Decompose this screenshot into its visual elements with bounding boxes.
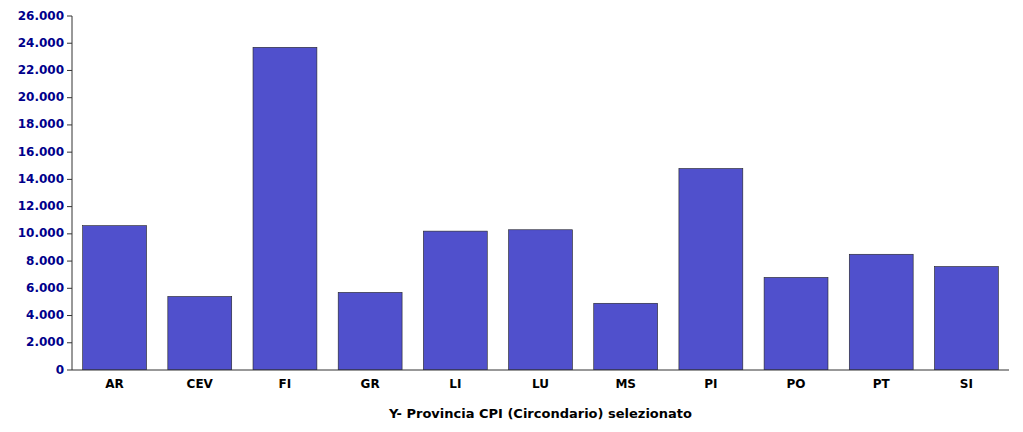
y-tick-label: 4.000	[26, 308, 64, 322]
bar	[338, 292, 402, 370]
y-tick	[67, 70, 72, 71]
y-tick-label: 24.000	[18, 36, 64, 50]
y-tick-label: 0	[56, 363, 64, 377]
y-tick	[67, 315, 72, 316]
bar	[594, 303, 658, 370]
y-tick	[67, 288, 72, 289]
x-axis-line	[72, 370, 1009, 371]
bar	[168, 296, 232, 370]
bar	[253, 47, 317, 370]
bar	[934, 267, 998, 370]
y-axis: 0 2.000 4.000 6.000 8.000 10.000 12.000 14.000 1…	[18, 9, 72, 377]
bar	[423, 231, 487, 370]
y-tick-label: 26.000	[18, 9, 64, 23]
x-tick-label: LU	[532, 377, 549, 391]
y-tick-label: 14.000	[18, 172, 64, 186]
bar	[83, 226, 147, 370]
y-tick-label: 18.000	[18, 117, 64, 131]
y-tick	[67, 179, 72, 180]
y-tick-label: 20.000	[18, 90, 64, 104]
y-tick-label: 6.000	[26, 281, 64, 295]
y-tick	[67, 261, 72, 262]
y-tick	[67, 152, 72, 153]
y-tick	[67, 16, 72, 17]
y-tick-label: 10.000	[18, 226, 64, 240]
bars	[83, 47, 999, 370]
x-tick-label: PT	[873, 377, 891, 391]
y-tick	[67, 342, 72, 343]
x-axis-label: Y- Provincia CPI (Circondario) seleziona…	[388, 406, 692, 421]
y-tick-label: 16.000	[18, 145, 64, 159]
x-tick-label: AR	[105, 377, 124, 391]
y-axis-line	[72, 16, 73, 370]
x-tick-label: CEV	[187, 377, 214, 391]
bar	[679, 168, 743, 370]
y-tick-label: 2.000	[26, 335, 64, 349]
x-tick-label: MS	[615, 377, 636, 391]
x-tick-label: LI	[449, 377, 461, 391]
x-axis: AR CEV FI GR LI LU MS PI PO PT SI	[72, 370, 1009, 391]
x-tick-label: FI	[279, 377, 292, 391]
y-tick-label: 8.000	[26, 254, 64, 268]
x-tick-label: GR	[361, 377, 380, 391]
x-tick-label: PI	[704, 377, 717, 391]
y-tick	[67, 124, 72, 125]
x-tick-label: PO	[787, 377, 806, 391]
bar	[509, 230, 573, 370]
y-tick	[67, 206, 72, 207]
bar	[849, 254, 913, 370]
y-tick	[67, 97, 72, 98]
y-tick-label: 22.000	[18, 63, 64, 77]
y-tick	[67, 43, 72, 44]
x-tick-label: SI	[960, 377, 973, 391]
bar	[764, 277, 828, 370]
y-tick	[67, 233, 72, 234]
chart-container: 0 2.000 4.000 6.000 8.000 10.000 12.000 14.000 1…	[0, 0, 1023, 432]
y-tick	[67, 370, 72, 371]
y-tick-label: 12.000	[18, 199, 64, 213]
chart: 0 2.000 4.000 6.000 8.000 10.000 12.000 14.000 1…	[0, 0, 1023, 432]
